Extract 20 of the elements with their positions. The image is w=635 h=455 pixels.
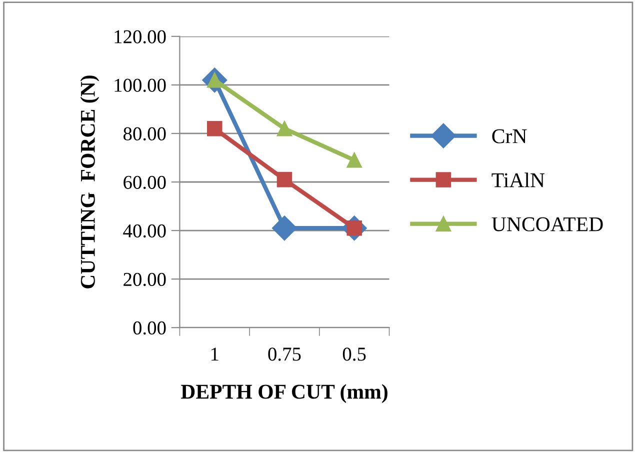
- y-axis-title: CUTTING FORCE (N): [80, 76, 100, 288]
- point: [272, 216, 297, 241]
- x-axis-title: DEPTH OF CUT (mm): [180, 384, 388, 404]
- point: [276, 120, 292, 136]
- y-tick-label: 60.00: [124, 176, 166, 190]
- legend-label: TiAlN: [492, 172, 545, 188]
- x-tick-label: 0.5: [342, 348, 366, 361]
- y-tick-label: 0.00: [133, 321, 166, 335]
- y-tick-label: 20.00: [124, 272, 166, 286]
- y-tick-label: 80.00: [124, 127, 166, 140]
- y-tick-label: 100.00: [114, 78, 166, 92]
- x-tick-label: 0.75: [268, 348, 301, 361]
- x-tick-label: 1: [211, 348, 218, 361]
- point: [276, 172, 292, 188]
- legend-label: UNCOATED: [492, 217, 603, 232]
- legend-label: CrN: [492, 129, 527, 144]
- y-tick-label: 40.00: [123, 224, 166, 238]
- point: [346, 152, 362, 168]
- y-tick-label: 120.00: [114, 30, 166, 44]
- point: [206, 120, 222, 136]
